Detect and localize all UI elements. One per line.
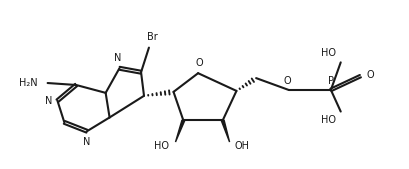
Text: HO: HO [154,141,169,151]
Text: N: N [114,53,121,63]
Text: Br: Br [146,32,157,42]
Polygon shape [175,120,185,142]
Text: HO: HO [321,115,336,125]
Text: N: N [45,96,52,106]
Text: P: P [328,76,334,86]
Text: OH: OH [234,141,249,151]
Polygon shape [221,120,229,142]
Text: N: N [83,137,91,147]
Text: O: O [195,58,203,68]
Text: H₂N: H₂N [19,78,38,88]
Text: O: O [284,76,292,86]
Text: HO: HO [321,49,336,58]
Text: O: O [366,70,374,80]
